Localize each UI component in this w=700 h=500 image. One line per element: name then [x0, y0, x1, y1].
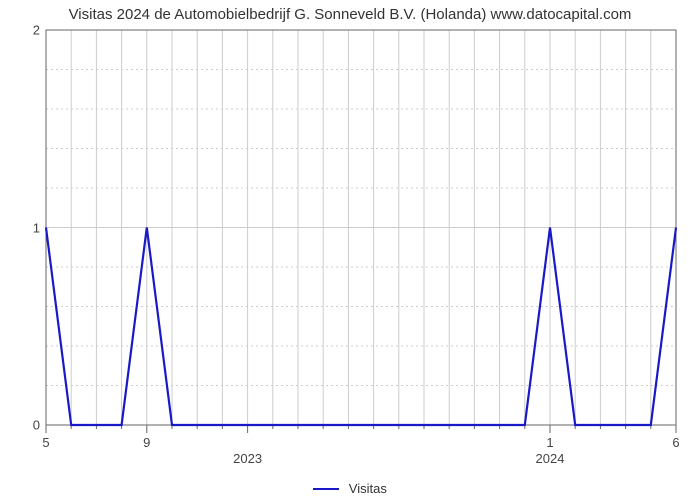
x-tick-label: 5 — [42, 435, 49, 450]
legend-label: Visitas — [349, 481, 387, 496]
legend-swatch — [313, 488, 339, 490]
legend: Visitas — [0, 480, 700, 496]
x-tick-label: 9 — [143, 435, 150, 450]
chart-container: Visitas 2024 de Automobielbedrijf G. Son… — [0, 0, 700, 500]
y-tick-label: 0 — [26, 418, 40, 433]
plot-svg — [46, 30, 696, 445]
x-tick-label: 2024 — [536, 451, 565, 466]
y-tick-label: 1 — [26, 220, 40, 235]
x-tick-label: 1 — [546, 435, 553, 450]
x-tick-label: 2023 — [233, 451, 262, 466]
plot-area — [46, 30, 676, 425]
chart-title: Visitas 2024 de Automobielbedrijf G. Son… — [0, 6, 700, 23]
y-tick-label: 2 — [26, 23, 40, 38]
x-tick-label: 6 — [672, 435, 679, 450]
